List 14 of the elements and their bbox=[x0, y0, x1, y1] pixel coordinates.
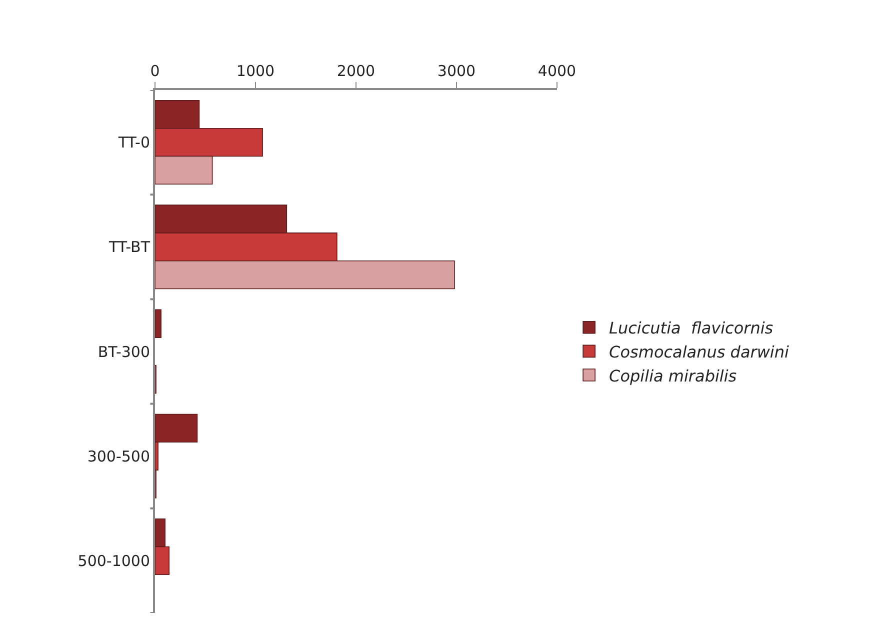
y-tick-label: 500-1000 bbox=[78, 552, 150, 570]
legend-label: Cosmocalanus darwini bbox=[609, 342, 790, 362]
y-tick-label: 300-500 bbox=[87, 447, 150, 466]
legend-label: Lucicutia flavicornis bbox=[609, 318, 774, 338]
x-tick-label: 2000 bbox=[336, 62, 376, 80]
x-tick-label: 4000 bbox=[538, 62, 576, 80]
bar bbox=[155, 309, 162, 338]
legend-label: Copilia mirabilis bbox=[609, 366, 737, 386]
y-tick-label: BT-300 bbox=[98, 342, 150, 361]
x-tick-label: 3000 bbox=[437, 62, 476, 80]
x-tick-label: 1000 bbox=[236, 62, 275, 80]
y-tick-label: TT-0 bbox=[117, 134, 150, 152]
y-tick-label: TT-BT bbox=[108, 238, 151, 256]
x-tick-label: 0 bbox=[150, 62, 160, 80]
